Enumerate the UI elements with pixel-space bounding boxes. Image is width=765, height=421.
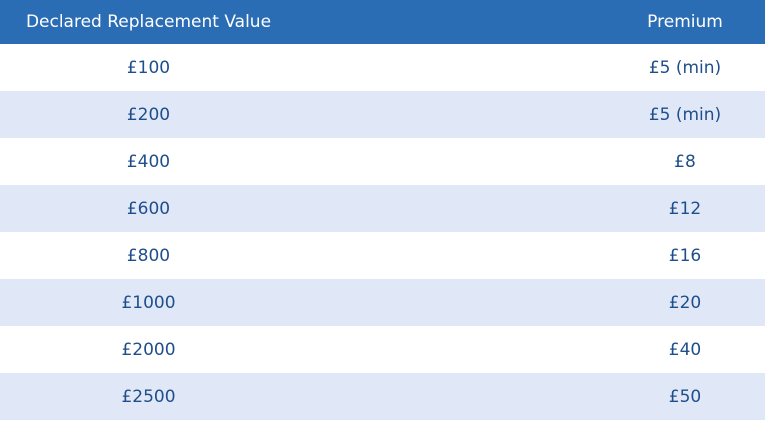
cell-premium: £40 [668,339,702,360]
cell-declared-value: £600 [126,198,171,219]
table-body: £100 £5 (min) £200 £5 (min) £400 £8 £600… [0,44,765,420]
table-row: £2000 £40 [0,326,765,373]
table-row: £1000 £20 [0,279,765,326]
header-row: Declared Replacement Value Premium [0,0,765,44]
cell-declared-value: £2000 [121,339,176,360]
cell-premium: £16 [668,245,702,266]
cell-declared-value: £100 [126,57,171,78]
cell-spacer [297,138,605,185]
cell-declared-value: £1000 [121,292,176,313]
cell-premium: £8 [674,151,696,172]
header-spacer [297,0,605,44]
cell-spacer [297,185,605,232]
cell-premium: £12 [668,198,702,219]
cell-spacer [297,44,605,91]
cell-spacer [297,232,605,279]
header-premium: Premium [647,12,723,32]
cell-declared-value: £800 [126,245,171,266]
table-row: £800 £16 [0,232,765,279]
table-row: £100 £5 (min) [0,44,765,91]
table-row: £2500 £50 [0,373,765,420]
cell-declared-value: £2500 [121,386,176,407]
cell-spacer [297,326,605,373]
cell-premium: £5 (min) [648,57,722,78]
cell-declared-value: £200 [126,104,171,125]
table-row: £600 £12 [0,185,765,232]
cell-premium: £50 [668,386,702,407]
cell-spacer [297,279,605,326]
cell-spacer [297,91,605,138]
cell-premium: £20 [668,292,702,313]
header-declared-value: Declared Replacement Value [25,12,272,32]
cell-premium: £5 (min) [648,104,722,125]
cell-spacer [297,373,605,420]
table-row: £400 £8 [0,138,765,185]
table-header: Declared Replacement Value Premium [0,0,765,44]
table-row: £200 £5 (min) [0,91,765,138]
cell-declared-value: £400 [126,151,171,172]
